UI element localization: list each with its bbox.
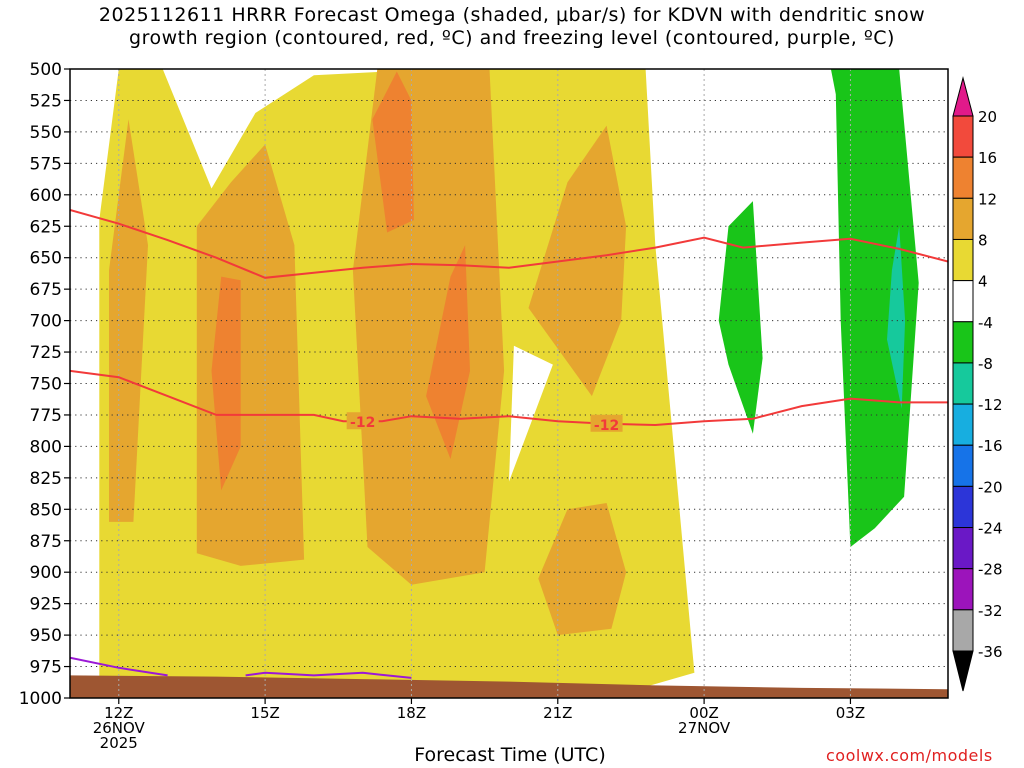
x-tick-label-12-2: 2025 bbox=[100, 734, 138, 752]
colorbar-bottom-arrow bbox=[952, 650, 974, 692]
y-tick-label-575: 575 bbox=[30, 154, 62, 174]
contour-label-bg-1 bbox=[590, 414, 623, 432]
omega-region-5 bbox=[352, 69, 505, 585]
y-tick-label-625: 625 bbox=[30, 217, 62, 237]
colorbar-label-1: 16 bbox=[978, 149, 997, 167]
colorbar-top-arrow bbox=[952, 76, 974, 117]
colorbar-label-9: -20 bbox=[978, 478, 1003, 496]
colorbar-segment-11 bbox=[952, 568, 974, 611]
y-tick-label-950: 950 bbox=[30, 626, 62, 646]
y-tick-label-750: 750 bbox=[30, 375, 62, 395]
axis-ticks: 500 525 550 575 600 625 650 675 700 725 750 775 800 8… bbox=[19, 60, 865, 752]
x-tick-label-12-0: 12Z bbox=[104, 704, 133, 722]
colorbar-segment-6 bbox=[952, 362, 974, 405]
colorbar-segment-0 bbox=[952, 115, 974, 158]
freezing-contour-0 bbox=[70, 656, 168, 677]
y-tick-label-800: 800 bbox=[30, 437, 62, 457]
colorbar-label-8: -16 bbox=[978, 437, 1003, 455]
x-tick-label-15-0: 15Z bbox=[250, 704, 279, 722]
x-axis-label: Forecast Time (UTC) bbox=[414, 744, 606, 766]
colorbar-segment-8 bbox=[952, 444, 974, 487]
y-tick-label-700: 700 bbox=[30, 312, 62, 332]
colorbar-label-3: 8 bbox=[978, 231, 988, 249]
colorbar-label-2: 12 bbox=[978, 190, 997, 208]
y-tick-label-725: 725 bbox=[30, 343, 62, 363]
colorbar-label-0: 20 bbox=[978, 108, 997, 126]
y-tick-label-550: 550 bbox=[30, 123, 62, 143]
y-tick-label-900: 900 bbox=[30, 563, 62, 583]
contour-label-1: -12 bbox=[594, 418, 619, 434]
colorbar-label-10: -24 bbox=[978, 520, 1003, 538]
colorbar-label-4: 4 bbox=[978, 273, 988, 291]
colorbar-segment-2 bbox=[952, 197, 974, 240]
colorbar-segment-12 bbox=[952, 609, 974, 652]
omega-region-6 bbox=[528, 125, 627, 397]
colorbar-label-6: -8 bbox=[978, 355, 993, 373]
terrain-layer bbox=[70, 675, 948, 698]
omega-region-10 bbox=[426, 245, 470, 459]
y-tick-label-675: 675 bbox=[30, 280, 62, 300]
omega-region-12 bbox=[830, 69, 919, 547]
colorbar-segment-3 bbox=[952, 238, 974, 282]
omega-region-1 bbox=[509, 345, 553, 482]
colorbar-segment-4 bbox=[952, 280, 974, 323]
omega-region-11 bbox=[718, 201, 763, 434]
x-tick-label-24-1: 27NOV bbox=[678, 719, 731, 737]
y-tick-label-975: 975 bbox=[30, 658, 62, 678]
colorbar-segment-1 bbox=[952, 156, 974, 199]
x-tick-label-18-0: 18Z bbox=[397, 704, 426, 722]
y-tick-label-925: 925 bbox=[30, 595, 62, 615]
y-tick-label-825: 825 bbox=[30, 469, 62, 489]
contour-label-0: -12 bbox=[350, 415, 375, 431]
colorbar-segment-9 bbox=[952, 485, 974, 529]
y-tick-label-650: 650 bbox=[30, 249, 62, 269]
dendritic-contour-0 bbox=[70, 208, 948, 279]
dendritic-contours bbox=[70, 208, 948, 427]
chart-title-line-2: growth region (contoured, red, ºC) and f… bbox=[129, 27, 895, 49]
omega-shading bbox=[99, 69, 919, 698]
x-tick-label-21-0: 21Z bbox=[543, 704, 572, 722]
omega-region-7 bbox=[538, 503, 627, 636]
colorbar-label-11: -28 bbox=[978, 561, 1003, 579]
terrain bbox=[70, 675, 948, 698]
dendritic-contour-1 bbox=[70, 369, 948, 427]
colorbar-label-5: -4 bbox=[978, 314, 993, 332]
contour-labels: -12 -12 bbox=[346, 412, 623, 434]
y-tick-label-500: 500 bbox=[30, 60, 62, 80]
y-tick-label-850: 850 bbox=[30, 500, 62, 520]
y-tick-label-775: 775 bbox=[30, 406, 62, 426]
chart-title-line-1: 2025112611 HRRR Forecast Omega (shaded, … bbox=[98, 4, 926, 26]
y-tick-label-525: 525 bbox=[30, 91, 62, 111]
y-tick-label-600: 600 bbox=[30, 186, 62, 206]
site-credit[interactable]: coolwx.com/models bbox=[826, 746, 993, 765]
y-tick-label-1000: 1000 bbox=[19, 689, 62, 709]
colorbar-segment-5 bbox=[952, 321, 974, 364]
y-tick-label-875: 875 bbox=[30, 532, 62, 552]
colorbar-label-7: -12 bbox=[978, 396, 1003, 414]
omega-region-9 bbox=[372, 71, 414, 233]
omega-region-13 bbox=[887, 226, 906, 409]
contour-label-bg-0 bbox=[346, 412, 379, 430]
x-tick-label-12-1: 26NOV bbox=[93, 719, 146, 737]
colorbar-label-13: -36 bbox=[978, 643, 1003, 661]
x-tick-label-27-0: 03Z bbox=[836, 704, 865, 722]
freezing-level-contours bbox=[70, 656, 412, 679]
colorbar-label-12: -32 bbox=[978, 602, 1003, 620]
colorbar-segment-10 bbox=[952, 527, 974, 570]
colorbar-segment-7 bbox=[952, 403, 974, 446]
x-tick-label-24-0: 00Z bbox=[689, 704, 718, 722]
chart-title: 2025112611 HRRR Forecast Omega (shaded, … bbox=[0, 4, 1024, 50]
freezing-contour-1 bbox=[245, 671, 412, 679]
colorbar: 20 16 12 8 4 -4 -8 -12 -16 -20 -24 -28 -32 -36 bbox=[952, 76, 1003, 692]
